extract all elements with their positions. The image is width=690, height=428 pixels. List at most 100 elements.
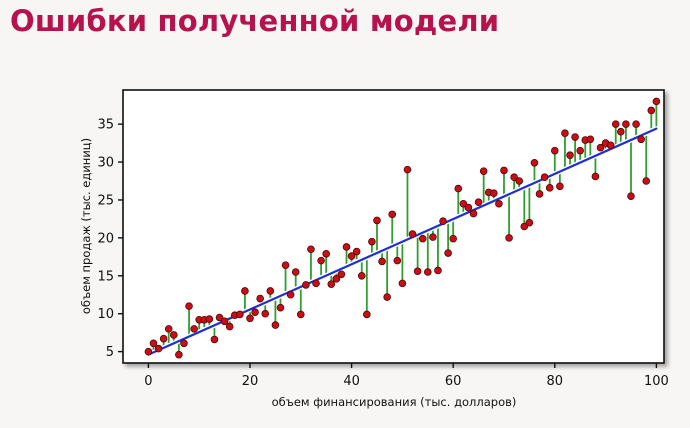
data-point [373,216,381,225]
data-point [469,209,478,218]
data-point [500,166,508,175]
data-point [550,146,559,155]
data-point [449,234,457,243]
data-point [317,256,325,265]
data-point [388,210,397,219]
data-point [256,294,264,303]
data-point [337,270,346,279]
data-point [322,250,330,258]
data-point [632,120,640,128]
x-axis-label: объем финансирования (тыс. долларов) [272,395,517,409]
data-point [286,290,295,299]
y-tick-label: 35 [97,118,114,133]
data-point [530,159,539,167]
data-point [652,97,661,106]
x-tick-label: 0 [144,374,152,389]
data-point [154,344,163,353]
data-point [495,199,503,208]
data-point [459,199,468,208]
data-point [403,165,412,174]
data-point [566,151,574,160]
data-point [606,141,615,150]
data-point [307,245,315,254]
data-point [434,266,442,275]
y-axis: 5 10 15 20 25 30 35 [97,118,123,360]
data-point [454,184,463,193]
data-point [332,275,341,283]
data-point [296,310,305,319]
x-tick-label: 20 [242,374,259,389]
data-point [352,247,361,256]
data-point [180,339,188,348]
data-point [246,314,254,323]
points-layer [144,97,661,359]
data-point [378,257,386,266]
data-point [185,302,193,310]
y-tick-label: 15 [97,269,114,284]
data-point [225,322,234,331]
data-point [210,335,219,344]
data-point [647,106,656,115]
data-point [251,308,259,316]
data-point [312,279,320,288]
data-point [576,146,584,155]
data-point [586,135,595,144]
data-point [510,173,518,182]
data-point [556,182,564,191]
data-point [525,218,534,227]
x-tick-label: 100 [644,374,669,389]
data-point [627,192,635,200]
data-point [276,303,285,312]
data-point [413,267,422,276]
data-point [393,256,402,265]
data-point [444,249,452,257]
data-point [423,268,432,276]
data-point [505,234,513,242]
data-point [464,203,473,212]
y-tick-label: 5 [106,345,114,360]
x-axis: 0 20 40 60 80 100 [144,363,669,389]
x-tick-label: 40 [343,374,360,389]
x-tick-label: 80 [547,374,564,389]
data-point [429,233,437,241]
data-point [637,135,645,144]
data-point [474,198,483,207]
data-point [357,271,366,280]
data-point [561,129,569,138]
data-point [363,310,371,319]
data-point [642,177,651,185]
data-point [164,325,173,333]
data-point [368,237,376,246]
data-point [439,217,447,225]
data-point [571,133,579,141]
y-axis-label: объем продаж (тыс. единиц) [79,138,93,314]
data-point [520,222,529,231]
data-point [281,261,290,269]
data-point [266,287,275,295]
data-point [241,287,249,295]
data-point [408,230,417,238]
data-point [418,234,427,243]
data-point [515,177,524,185]
y-tick-label: 25 [97,193,114,208]
data-point [144,347,153,356]
data-point [545,184,554,192]
data-point [236,310,244,319]
data-point [190,325,198,333]
data-point [205,315,214,323]
data-point [479,167,488,175]
data-point [302,281,310,289]
data-point [327,280,336,288]
data-point [175,350,183,359]
data-point [291,268,300,276]
slide-title: Ошибки полученной модели [10,4,500,38]
data-point [342,243,351,251]
data-point [490,189,498,197]
data-point [622,120,630,128]
data-point [169,331,178,339]
y-tick-label: 10 [97,307,114,322]
data-point [540,173,549,182]
data-point [261,309,270,318]
